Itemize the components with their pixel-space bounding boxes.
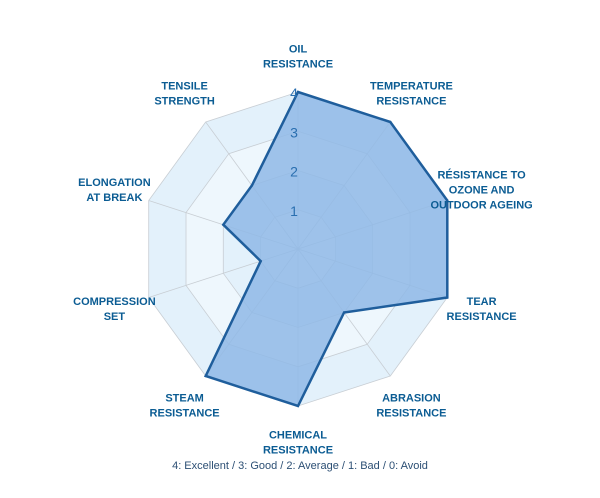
radar-axis-label-6-line-2: RESISTANCE (263, 445, 333, 457)
radar-axis-label-2-line-2: RESISTANCE (376, 95, 446, 107)
radar-point-5 (342, 311, 346, 314)
radar-axis-label-10-line-2: STRENGTH (154, 95, 215, 107)
radar-tick-labels: 1 2 3 4 (290, 85, 298, 219)
radar-axis-label-7-line-1: STEAM (165, 393, 204, 405)
radar-axis-label-1-line-2: RESISTANCE (263, 59, 333, 71)
radar-point-2 (389, 120, 392, 124)
radar-axis-label-5-line-1: ABRASION (382, 393, 441, 405)
radar-point-7 (204, 374, 207, 378)
radar-axis-label-4-line-1: TEAR (467, 296, 497, 308)
radar-tick-label-2: 2 (290, 164, 298, 180)
radar-point-10 (250, 184, 254, 187)
rating-scale-note: 4: Excellent / 3: Good / 2: Average / 1:… (172, 460, 428, 472)
radar-point-3 (446, 199, 449, 202)
radar-tick-label-3: 3 (290, 124, 298, 140)
radar-axis-label-2-line-1: TEMPERATURE (370, 80, 453, 92)
radar-axis-label-10-line-1: TENSILE (161, 80, 207, 92)
radar-axis-label-1-line-1: OIL (289, 44, 308, 56)
radar-axis-label-3-line-2: OZONE AND (449, 184, 515, 196)
radar-tick-label-1: 1 (290, 203, 298, 219)
radar-axis-label-7-line-2: RESISTANCE (150, 408, 220, 420)
radar-tick-label-4: 4 (290, 85, 298, 101)
radar-axis-label-3-line-3: OUTDOOR AGEING (430, 199, 532, 211)
radar-axis-label-4-line-2: RESISTANCE (447, 311, 517, 323)
radar-axis-label-8-line-2: SET (104, 311, 126, 323)
radar-axis-label-5-line-2: RESISTANCE (376, 408, 446, 420)
radar-axis-label-9-line-1: ELONGATION (78, 177, 151, 189)
radar-axis-labels: OIL RESISTANCE TEMPERATURE RESISTANCE RÉSIST… (73, 44, 533, 457)
radar-point-9 (222, 223, 225, 226)
radar-series (203, 90, 449, 408)
radar-axis-label-8-line-1: COMPRESSION (73, 296, 156, 308)
radar-point-6 (296, 404, 300, 408)
radar-point-1 (296, 90, 300, 94)
radar-axis-label-6-line-1: CHEMICAL (269, 430, 327, 442)
radar-point-8 (259, 259, 262, 263)
radar-axis-label-9-line-2: AT BREAK (86, 192, 142, 204)
radar-axis-label-3-line-1: RÉSISTANCE TO (437, 168, 526, 181)
radar-point-4 (446, 296, 449, 299)
